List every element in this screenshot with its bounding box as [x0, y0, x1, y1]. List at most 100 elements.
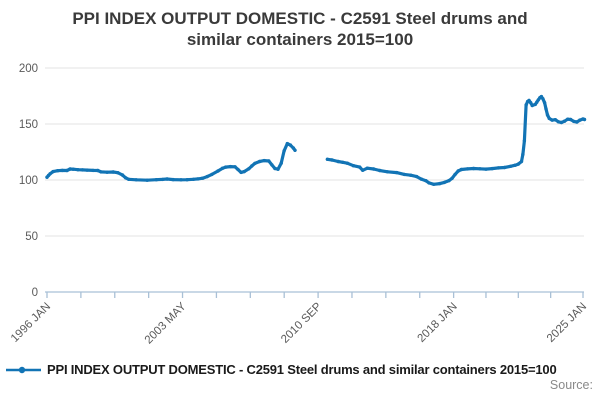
data-point: [361, 168, 365, 172]
data-point: [578, 118, 582, 122]
data-point: [502, 165, 507, 170]
data-point: [447, 178, 451, 183]
data-point: [432, 182, 436, 186]
x-tick-label: 2018 JAN: [416, 301, 460, 345]
data-point: [395, 170, 399, 175]
data-point: [568, 117, 573, 122]
data-point: [270, 163, 274, 167]
data-point: [572, 119, 576, 124]
data-point: [365, 166, 369, 170]
data-point: [56, 169, 60, 173]
data-point: [508, 164, 513, 168]
data-point: [453, 172, 457, 177]
data-point: [541, 97, 545, 101]
data-point: [442, 180, 447, 185]
data-point: [154, 178, 159, 182]
data-point: [547, 116, 551, 121]
data-point: [415, 174, 419, 179]
legend-series-label: PPI INDEX OUTPUT DOMESTIC - C2591 Steel …: [47, 362, 557, 377]
data-point: [145, 178, 149, 182]
data-point: [276, 167, 280, 171]
data-point: [459, 167, 464, 172]
data-point: [358, 165, 362, 169]
data-point: [496, 166, 501, 170]
source-label: Source:: [549, 378, 593, 392]
data-point: [519, 159, 524, 164]
y-tick-label: 100: [19, 175, 38, 187]
data-point: [427, 181, 431, 185]
data-point: [253, 161, 257, 166]
data-point: [513, 163, 517, 167]
x-tick-label: 2010 SEP: [279, 300, 324, 345]
data-point: [471, 166, 476, 171]
data-point: [257, 159, 262, 164]
data-point: [76, 168, 80, 172]
data-point: [91, 168, 95, 173]
data-point: [544, 107, 548, 111]
data-point: [345, 161, 349, 165]
data-point: [545, 113, 550, 117]
data-line-segment: [45, 142, 297, 182]
data-point: [450, 176, 454, 180]
data-point: [236, 167, 240, 172]
data-point: [200, 176, 205, 180]
data-point: [351, 164, 356, 168]
data-point: [325, 157, 330, 161]
data-point: [179, 178, 183, 182]
data-point: [529, 101, 533, 105]
data-point: [378, 168, 382, 173]
data-point: [279, 161, 283, 165]
data-point: [490, 166, 494, 171]
data-point: [575, 120, 579, 124]
data-point: [185, 178, 189, 182]
data-point: [293, 148, 297, 152]
data-point: [288, 143, 293, 147]
data-point: [127, 177, 131, 181]
data-point: [582, 117, 587, 122]
data-point: [65, 168, 69, 173]
data-point: [478, 167, 482, 171]
x-tick-label: 2025 JAN: [545, 301, 589, 345]
legend-line-marker-icon: [6, 366, 41, 373]
data-point: [550, 118, 554, 122]
data-point: [165, 177, 169, 181]
chart-title-line2: similar containers 2015=100: [186, 30, 414, 49]
data-point: [438, 181, 442, 186]
data-point: [233, 165, 237, 169]
data-point: [424, 179, 428, 183]
y-tick-label: 0: [32, 287, 38, 299]
data-point: [385, 170, 390, 174]
data-point: [273, 166, 277, 171]
y-tick-label: 150: [19, 119, 38, 131]
data-point: [224, 165, 228, 169]
data-point: [171, 177, 175, 182]
legend: PPI INDEX OUTPUT DOMESTIC - C2591 Steel …: [5, 362, 557, 377]
data-point: [267, 159, 271, 163]
data-point: [484, 167, 488, 171]
data-point: [196, 177, 200, 181]
data-point: [521, 152, 525, 156]
data-point: [262, 158, 266, 163]
data-point: [60, 168, 64, 173]
data-point: [160, 177, 165, 182]
data-point: [111, 170, 115, 174]
data-point: [80, 168, 85, 172]
data-point: [559, 120, 564, 125]
data-point: [120, 173, 125, 177]
data-point: [210, 172, 214, 177]
data-point: [205, 174, 209, 179]
data-point: [220, 166, 225, 170]
data-point: [48, 172, 52, 176]
data-point: [402, 172, 406, 177]
chart-title: PPI INDEX OUTPUT DOMESTIC - C2591 Steel …: [0, 8, 600, 50]
data-point: [191, 177, 196, 181]
x-tick-label: 2003 MAY: [143, 300, 189, 346]
y-tick-label: 50: [25, 231, 38, 243]
data-point: [96, 168, 100, 173]
data-point: [105, 170, 109, 174]
data-point: [562, 119, 567, 123]
x-tick-label: 1996 JAN: [9, 301, 53, 345]
data-point: [524, 103, 528, 107]
data-point: [542, 101, 547, 105]
